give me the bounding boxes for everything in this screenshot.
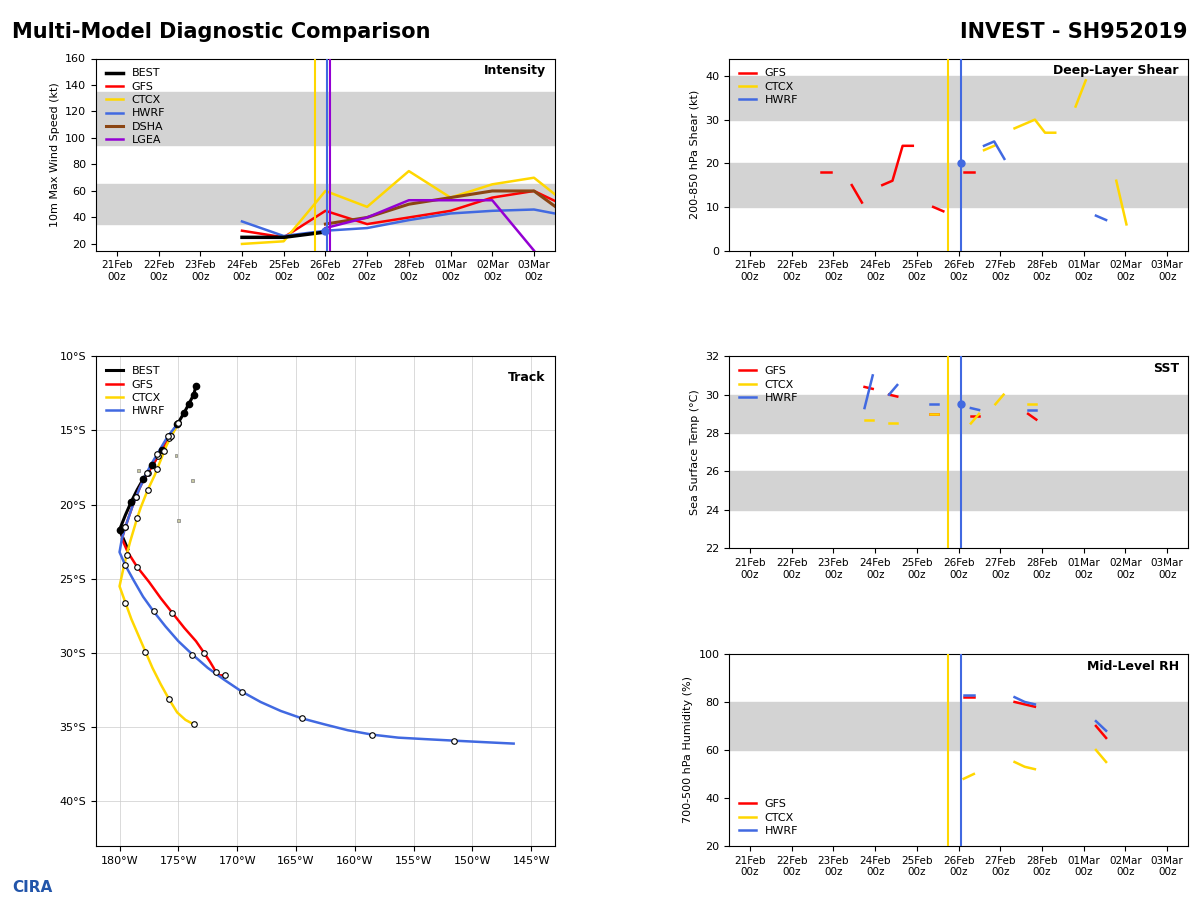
Text: Track: Track: [508, 371, 546, 384]
Text: Deep-Layer Shear: Deep-Layer Shear: [1054, 64, 1178, 77]
Text: CIRA: CIRA: [12, 880, 53, 896]
Y-axis label: 200-850 hPa Shear (kt): 200-850 hPa Shear (kt): [690, 90, 700, 220]
Polygon shape: [191, 480, 193, 482]
Bar: [730, 394, 1188, 433]
Text: SST: SST: [1153, 362, 1178, 375]
Legend: BEST, GFS, CTCX, HWRF: BEST, GFS, CTCX, HWRF: [102, 362, 169, 420]
Bar: [730, 163, 1188, 207]
Legend: GFS, CTCX, HWRF: GFS, CTCX, HWRF: [734, 64, 803, 110]
Y-axis label: 10m Max Wind Speed (kt): 10m Max Wind Speed (kt): [49, 82, 60, 227]
Polygon shape: [137, 469, 139, 472]
Text: INVEST - SH952019: INVEST - SH952019: [960, 22, 1188, 42]
Polygon shape: [175, 454, 178, 457]
Bar: [96, 184, 554, 224]
Text: Intensity: Intensity: [484, 64, 546, 77]
Text: Mid-Level RH: Mid-Level RH: [1087, 660, 1178, 672]
Polygon shape: [178, 519, 180, 522]
Bar: [730, 76, 1188, 120]
Bar: [730, 472, 1188, 510]
Text: Multi-Model Diagnostic Comparison: Multi-Model Diagnostic Comparison: [12, 22, 431, 42]
Polygon shape: [150, 464, 152, 467]
Bar: [730, 702, 1188, 750]
Legend: GFS, CTCX, HWRF: GFS, CTCX, HWRF: [734, 362, 803, 408]
Bar: [96, 92, 554, 145]
Legend: BEST, GFS, CTCX, HWRF, DSHA, LGEA: BEST, GFS, CTCX, HWRF, DSHA, LGEA: [102, 64, 169, 149]
Legend: GFS, CTCX, HWRF: GFS, CTCX, HWRF: [734, 795, 803, 841]
Y-axis label: 700-500 hPa Humidity (%): 700-500 hPa Humidity (%): [683, 677, 692, 824]
Y-axis label: Sea Surface Temp (°C): Sea Surface Temp (°C): [690, 390, 700, 515]
